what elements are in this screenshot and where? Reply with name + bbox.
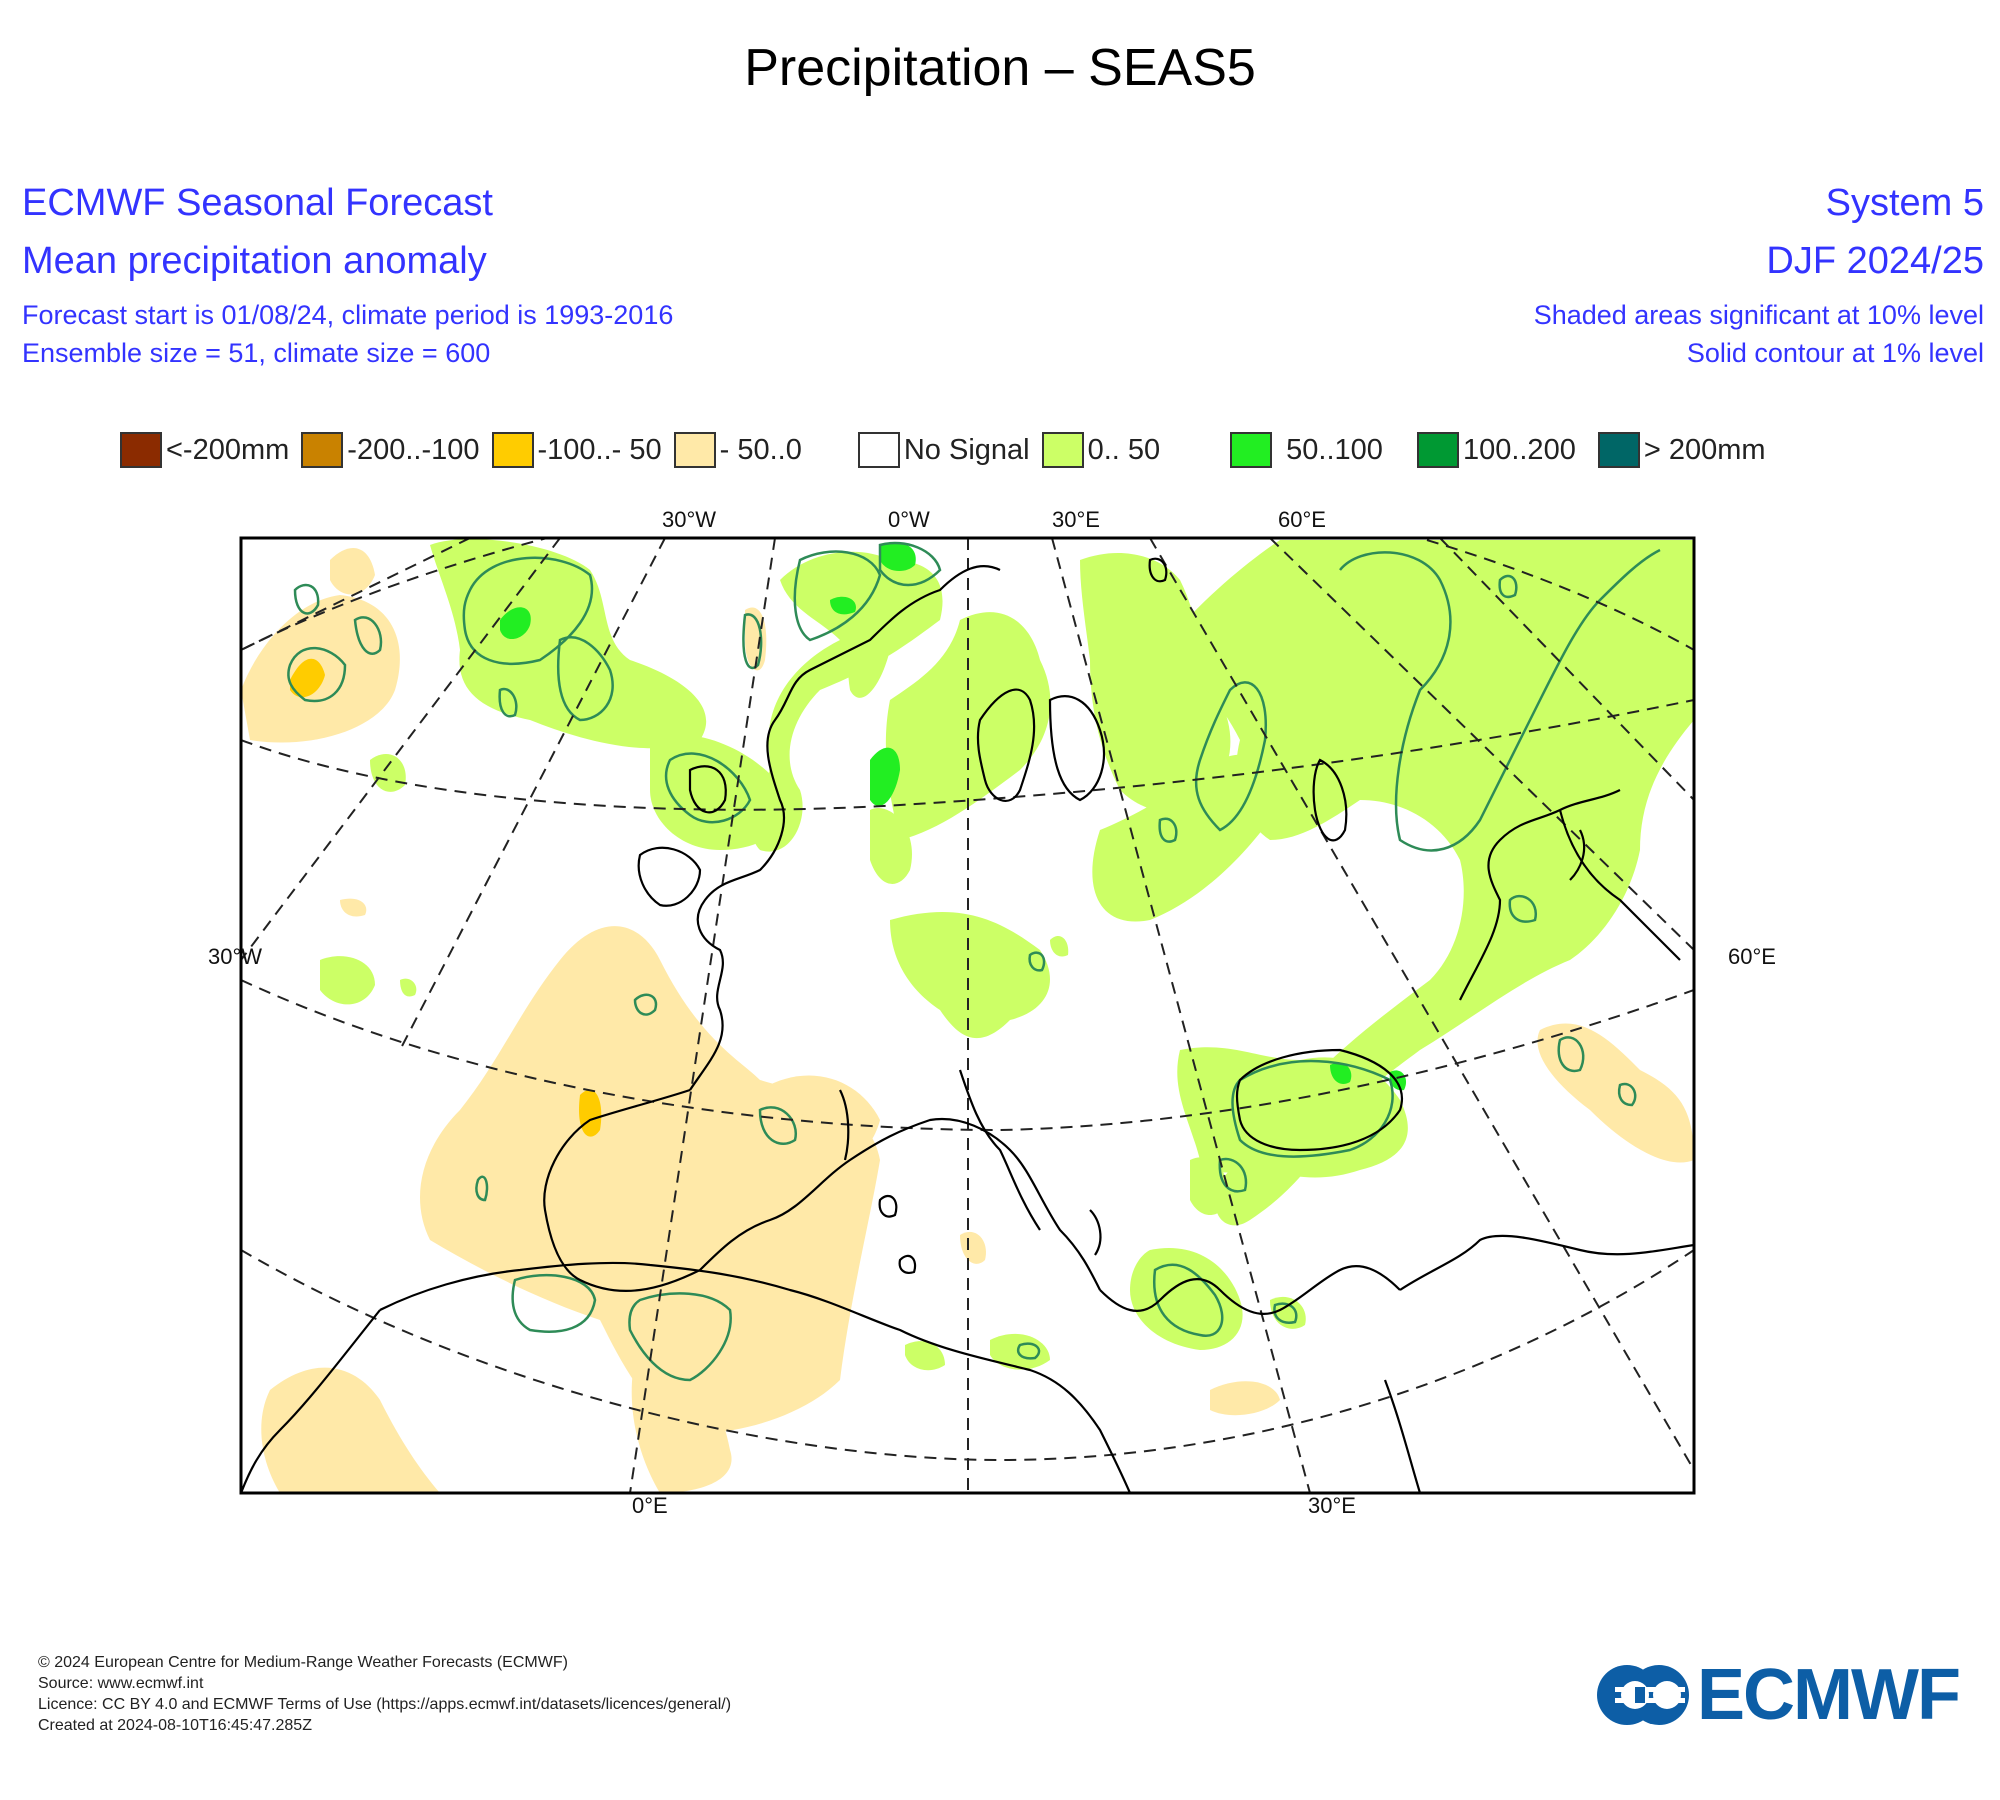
positive-moderate-area <box>1330 1062 1352 1085</box>
left-label-30w: 30°W <box>208 944 262 969</box>
right-label-60e: 60°E <box>1728 944 1776 969</box>
legend-swatch <box>491 432 534 468</box>
header-ensemble-size: Ensemble size = 51, climate size = 600 <box>22 338 491 368</box>
legend-swatch <box>1041 432 1084 468</box>
legend-label: -100..- 50 <box>537 433 662 466</box>
top-label-30w: 30°W <box>662 507 716 532</box>
color-legend: <-200mm -200..-100 -100..- 50 - 50..0 No… <box>120 428 1778 472</box>
positive-moderate-area <box>1389 1070 1407 1091</box>
bottom-label-30e: 30°E <box>1308 1493 1356 1518</box>
legend-swatch <box>1230 432 1273 468</box>
legend-swatch <box>673 432 716 468</box>
footer-created: Created at 2024-08-10T16:45:47.285Z <box>38 1717 312 1734</box>
header-period: DJF 2024/25 <box>1766 240 1984 282</box>
precipitation-anomaly-map: 30°W 0°W 30°E 60°E 0°E 30°E 30°W 60°E <box>208 507 1776 1518</box>
negative-moderate-area <box>290 658 325 698</box>
legend-item: 50..100 <box>1230 432 1383 468</box>
top-label-60e: 60°E <box>1278 507 1326 532</box>
header-significance: Shaded areas significant at 10% level <box>1533 300 1984 330</box>
header-source-title: ECMWF Seasonal Forecast <box>22 182 493 224</box>
negative-moderate-area <box>579 1089 602 1137</box>
legend-label: 50..100 <box>1286 433 1383 466</box>
header-system: System 5 <box>1825 182 1984 224</box>
negative-anomaly-areas <box>241 548 1694 1493</box>
header-forecast-start: Forecast start is 01/08/24, climate peri… <box>22 300 674 330</box>
coastlines <box>241 557 1694 1493</box>
ecmwf-logo: ECMWF <box>1595 1655 1975 1735</box>
graticule-lines <box>241 538 1694 1493</box>
ecmwf-logo-icon <box>1597 1665 1689 1725</box>
top-label-30e: 30°E <box>1052 507 1100 532</box>
positive-anomaly-areas <box>320 539 1694 1371</box>
legend-item: 100..200 <box>1416 432 1576 468</box>
legend-swatch <box>1597 432 1640 468</box>
legend-swatch <box>1416 432 1459 468</box>
legend-item: - 50..0 <box>673 432 802 468</box>
map-frame <box>239 536 1696 1495</box>
header-product-title: Mean precipitation anomaly <box>22 240 487 282</box>
positive-moderate-area <box>870 747 900 806</box>
legend-label: 100..200 <box>1462 433 1576 466</box>
legend-label: > 200mm <box>1643 433 1766 466</box>
legend-label: -200..-100 <box>347 433 480 466</box>
top-label-0w: 0°W <box>888 507 930 532</box>
legend-label: No Signal <box>903 433 1030 466</box>
footer-copyright: © 2024 European Centre for Medium-Range … <box>38 1654 568 1671</box>
legend-swatch <box>857 432 900 468</box>
legend-item: > 200mm <box>1597 432 1766 468</box>
legend-item: -200..-100 <box>301 432 480 468</box>
legend-item: <-200mm <box>120 432 289 468</box>
legend-label: <-200mm <box>166 433 290 466</box>
footer-licence: Licence: CC BY 4.0 and ECMWF Terms of Us… <box>38 1696 732 1713</box>
positive-moderate-area <box>880 542 916 572</box>
ecmwf-logo-text: ECMWF <box>1697 1655 1961 1735</box>
positive-moderate-area <box>500 607 531 640</box>
positive-moderate-area <box>830 596 856 615</box>
legend-item: -100..- 50 <box>491 432 662 468</box>
page-title: Precipitation – SEAS5 <box>744 39 1256 97</box>
footer-source: Source: www.ecmwf.int <box>38 1675 204 1692</box>
legend-label: 0.. 50 <box>1087 433 1161 466</box>
legend-swatch <box>120 432 162 468</box>
legend-swatch <box>301 432 344 468</box>
legend-label: - 50..0 <box>719 433 802 466</box>
header-contour-note: Solid contour at 1% level <box>1686 338 1984 368</box>
significance-contours <box>287 541 1661 1382</box>
legend-item: 0.. 50 <box>1041 432 1161 468</box>
bottom-label-0e: 0°E <box>632 1493 668 1518</box>
copyright-footer: © 2024 European Centre for Medium-Range … <box>38 1652 731 1736</box>
legend-item: No Signal <box>857 432 1030 468</box>
